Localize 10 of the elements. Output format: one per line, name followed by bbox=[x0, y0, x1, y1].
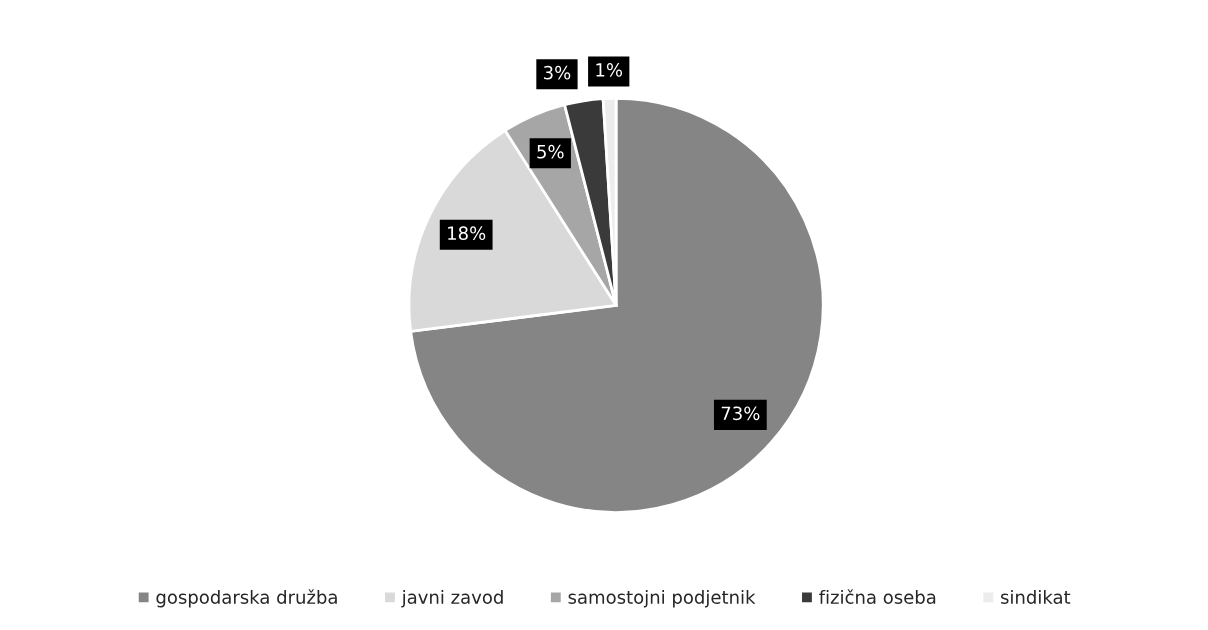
legend-label: gospodarska družba bbox=[156, 589, 337, 608]
data-label: 73% bbox=[721, 406, 760, 421]
legend-label: sindikat bbox=[1001, 589, 1071, 604]
legend-label: fizična oseba bbox=[819, 589, 936, 604]
data-label: 5% bbox=[537, 144, 564, 159]
legend-label: samostojni podjetnik bbox=[568, 589, 756, 608]
data-label: 18% bbox=[448, 226, 486, 241]
data-label: 1% bbox=[596, 63, 623, 77]
legend-label: javni zavod bbox=[401, 589, 503, 608]
data-label: 3% bbox=[544, 65, 571, 80]
